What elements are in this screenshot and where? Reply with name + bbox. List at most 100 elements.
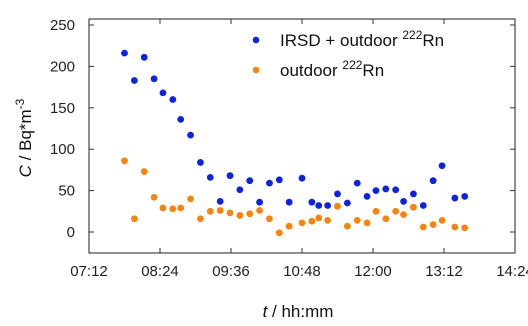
x-axis-unit: / hh:mm: [267, 302, 333, 321]
legend-irsd-isotope-mass: 222: [402, 28, 422, 42]
plot-frame: [88, 18, 516, 254]
outdoor-point: [226, 209, 234, 217]
x-tick-label: 12:00: [354, 263, 392, 280]
irsd-plus-outdoor-point: [343, 199, 351, 207]
outdoor-point: [308, 217, 316, 225]
y-tick-label: 50: [58, 183, 75, 200]
irsd-plus-outdoor-point: [256, 198, 263, 206]
legend-outdoor-text: outdoor: [280, 61, 342, 80]
outdoor-point: [121, 157, 128, 165]
y-axis-unit-exponent: -3: [13, 98, 27, 109]
irsd-plus-outdoor-point: [130, 77, 138, 84]
irsd-plus-outdoor-point: [177, 115, 185, 123]
outdoor-point: [206, 207, 214, 215]
outdoor-point: [400, 211, 407, 219]
outdoor-point: [275, 229, 283, 237]
irsd-plus-outdoor-point: [266, 179, 273, 187]
outdoor-point: [334, 202, 341, 210]
outdoor-point: [236, 212, 244, 219]
y-tick-label: 0: [67, 224, 75, 241]
ticks-layer: [88, 19, 516, 253]
irsd-plus-outdoor-point: [140, 53, 148, 61]
outdoor-point: [461, 224, 469, 232]
outdoor-point: [429, 221, 437, 228]
irsd-plus-outdoor-point: [315, 202, 323, 209]
irsd-plus-outdoor-point: [438, 162, 446, 170]
outdoor-point: [438, 217, 446, 224]
outdoor-point: [197, 215, 204, 223]
irsd-plus-outdoor-point: [226, 172, 234, 180]
x-tick-label: 09:36: [212, 263, 250, 280]
outdoor-point: [343, 222, 351, 230]
y-tick-label: 100: [50, 141, 75, 158]
irsd-plus-outdoor-point: [334, 190, 341, 198]
outdoor-point: [285, 222, 293, 230]
x-axis-title: t / hh:mm: [263, 302, 334, 321]
irsd-plus-outdoor-point: [308, 198, 316, 206]
irsd-plus-outdoor-point: [150, 75, 158, 83]
irsd-plus-outdoor-point: [298, 174, 306, 182]
legend-label-outdoor: outdoor 222Rn: [280, 58, 384, 80]
irsd-plus-outdoor-point: [187, 131, 194, 139]
outdoor-point: [451, 223, 459, 231]
outdoor-point: [353, 217, 361, 224]
outdoor-point: [372, 207, 380, 215]
y-axis-variable: C: [16, 164, 35, 177]
outdoor-point: [216, 207, 224, 214]
outdoor-point: [392, 207, 400, 215]
irsd-plus-outdoor-point: [363, 192, 371, 200]
y-tick-label: 150: [50, 100, 75, 117]
irsd-plus-outdoor-point: [353, 179, 361, 187]
outdoor-point: [363, 219, 371, 227]
outdoor-point: [246, 210, 254, 218]
outdoor-point: [256, 207, 263, 214]
x-tick-label: 08:24: [141, 263, 179, 280]
outdoor-point: [177, 204, 185, 212]
irsd-plus-outdoor-point: [410, 190, 417, 198]
irsd-plus-outdoor-point: [216, 197, 224, 205]
irsd-plus-outdoor-point: [236, 186, 244, 194]
irsd-plus-outdoor-point: [324, 202, 332, 209]
irsd-plus-outdoor-point: [461, 192, 469, 200]
outdoor-point: [130, 215, 138, 223]
x-axis-variable: t: [263, 302, 269, 321]
outdoor-point: [410, 203, 417, 211]
legend-label-irsd: IRSD + outdoor 222Rn: [280, 28, 444, 50]
outdoor-point: [315, 214, 323, 222]
irsd-plus-outdoor-point: [246, 177, 254, 185]
irsd-plus-outdoor-point: [392, 186, 400, 194]
points-layer: [121, 49, 469, 237]
y-axis-title: C / Bq*m-3: [13, 98, 35, 177]
irsd-plus-outdoor-point: [275, 176, 283, 184]
legend-outdoor-isotope-mass: 222: [342, 58, 362, 72]
outdoor-point: [382, 215, 390, 223]
irsd-plus-outdoor-point: [372, 187, 380, 195]
y-tick-label: 250: [50, 17, 75, 34]
x-tick-label: 14:24: [496, 263, 528, 280]
x-tick-label: 07:12: [70, 263, 108, 280]
legend-outdoor-element: Rn: [362, 61, 384, 80]
legend-marker-outdoor: [252, 66, 260, 74]
irsd-plus-outdoor-point: [121, 49, 128, 57]
legend-marker-irsd: [252, 36, 260, 44]
outdoor-point: [159, 204, 167, 212]
x-tick-label: 10:48: [283, 263, 321, 280]
legend-irsd-element: Rn: [422, 31, 444, 50]
outdoor-point: [324, 217, 332, 224]
irsd-plus-outdoor-point: [169, 96, 177, 103]
y-tick-label: 200: [50, 58, 75, 75]
outdoor-point: [140, 168, 148, 175]
outdoor-point: [419, 223, 427, 231]
legend-irsd-text: IRSD + outdoor: [280, 31, 402, 50]
x-tick-labels: 07:12 08:24 09:36 10:48 12:00 13:12 14:24: [70, 263, 528, 280]
irsd-plus-outdoor-point: [285, 198, 293, 206]
irsd-plus-outdoor-point: [429, 177, 437, 185]
outdoor-point: [187, 195, 194, 203]
irsd-plus-outdoor-point: [159, 89, 167, 97]
y-tick-labels: 0 50 100 150 200 250: [50, 17, 75, 241]
outdoor-point: [298, 219, 306, 227]
legend: IRSD + outdoor 222Rn outdoor 222Rn: [252, 28, 444, 80]
x-tick-label: 13:12: [425, 263, 463, 280]
outdoor-point: [169, 205, 177, 213]
